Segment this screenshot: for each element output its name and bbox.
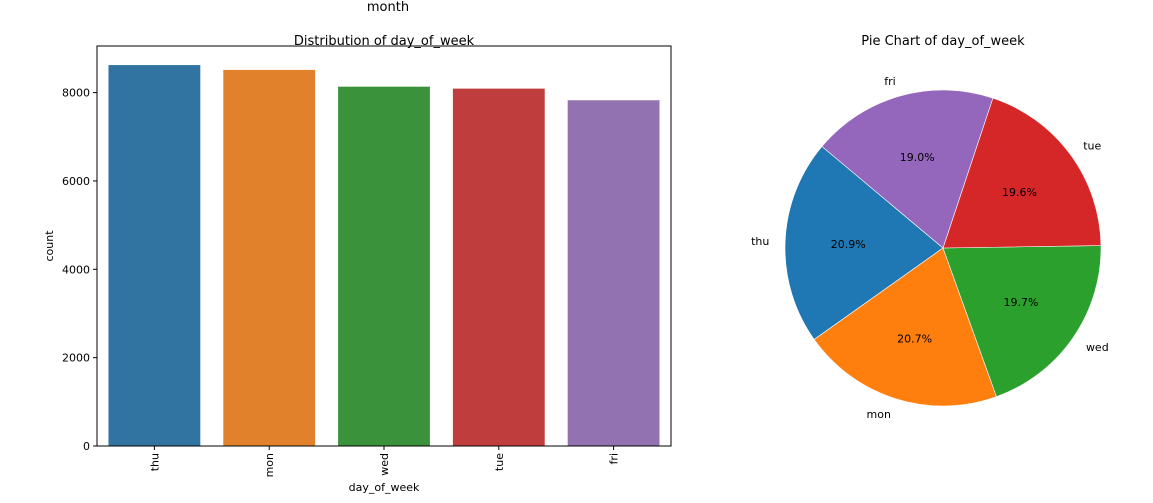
bar-mon	[223, 69, 316, 446]
bar-chart-title: Distribution of day_of_week	[294, 34, 475, 49]
y-tick-label: 4000	[62, 263, 90, 276]
pie-category-label: thu	[751, 235, 769, 248]
x-tick-label: fri	[608, 453, 621, 464]
y-tick-label: 8000	[62, 87, 90, 100]
pie-category-label: wed	[1086, 341, 1109, 354]
pie-chart-labels: 20.9% thu 20.7% mon 19.7% wed 19.6% tue 19.0% fri	[751, 75, 1109, 421]
pie-percent-label: 19.0%	[900, 151, 935, 164]
bar-chart: Distribution of day_of_week 0 2000 4000 600…	[43, 34, 672, 494]
figure-suptitle: month	[367, 0, 409, 15]
bar-fri	[567, 100, 660, 446]
bar-chart-xlabel: day_of_week	[349, 481, 420, 494]
x-tick-label: wed	[378, 453, 391, 476]
bar-tue	[452, 88, 545, 446]
pie-percent-label: 19.7%	[1003, 296, 1038, 309]
pie-wedge-wed	[942, 245, 1102, 398]
pie-wedge-thu	[784, 146, 944, 340]
bar-wed	[338, 86, 430, 447]
pie-percent-label: 19.6%	[1002, 186, 1037, 199]
pie-wedge-tue	[942, 97, 1102, 249]
y-tick-label: 0	[83, 440, 90, 453]
x-tick-label: tue	[493, 453, 506, 471]
bar-chart-x-ticks: thu mon wed tue fri	[148, 446, 621, 477]
x-tick-label: mon	[263, 453, 276, 477]
x-tick-label: thu	[148, 453, 161, 471]
bar-chart-bars	[108, 65, 660, 447]
pie-category-label: tue	[1083, 139, 1101, 152]
pie-chart: Pie Chart of day_of_week 20.9% thu 20.7% mo…	[751, 34, 1109, 421]
pie-wedge-fri	[821, 89, 994, 249]
pie-category-label: fri	[884, 75, 895, 88]
pie-category-label: mon	[867, 408, 891, 421]
bar-thu	[108, 65, 201, 447]
pie-percent-label: 20.7%	[897, 332, 932, 345]
pie-chart-wedges	[784, 89, 1102, 407]
pie-percent-label: 20.9%	[831, 238, 866, 251]
pie-chart-title: Pie Chart of day_of_week	[861, 34, 1025, 49]
bar-chart-ylabel: count	[43, 230, 56, 262]
bar-chart-frame	[96, 45, 672, 447]
y-tick-label: 6000	[62, 175, 90, 188]
y-tick-label: 2000	[62, 352, 90, 365]
pie-wedge-mon	[813, 247, 997, 407]
bar-chart-y-ticks: 0 2000 4000 6000 8000	[62, 87, 97, 453]
